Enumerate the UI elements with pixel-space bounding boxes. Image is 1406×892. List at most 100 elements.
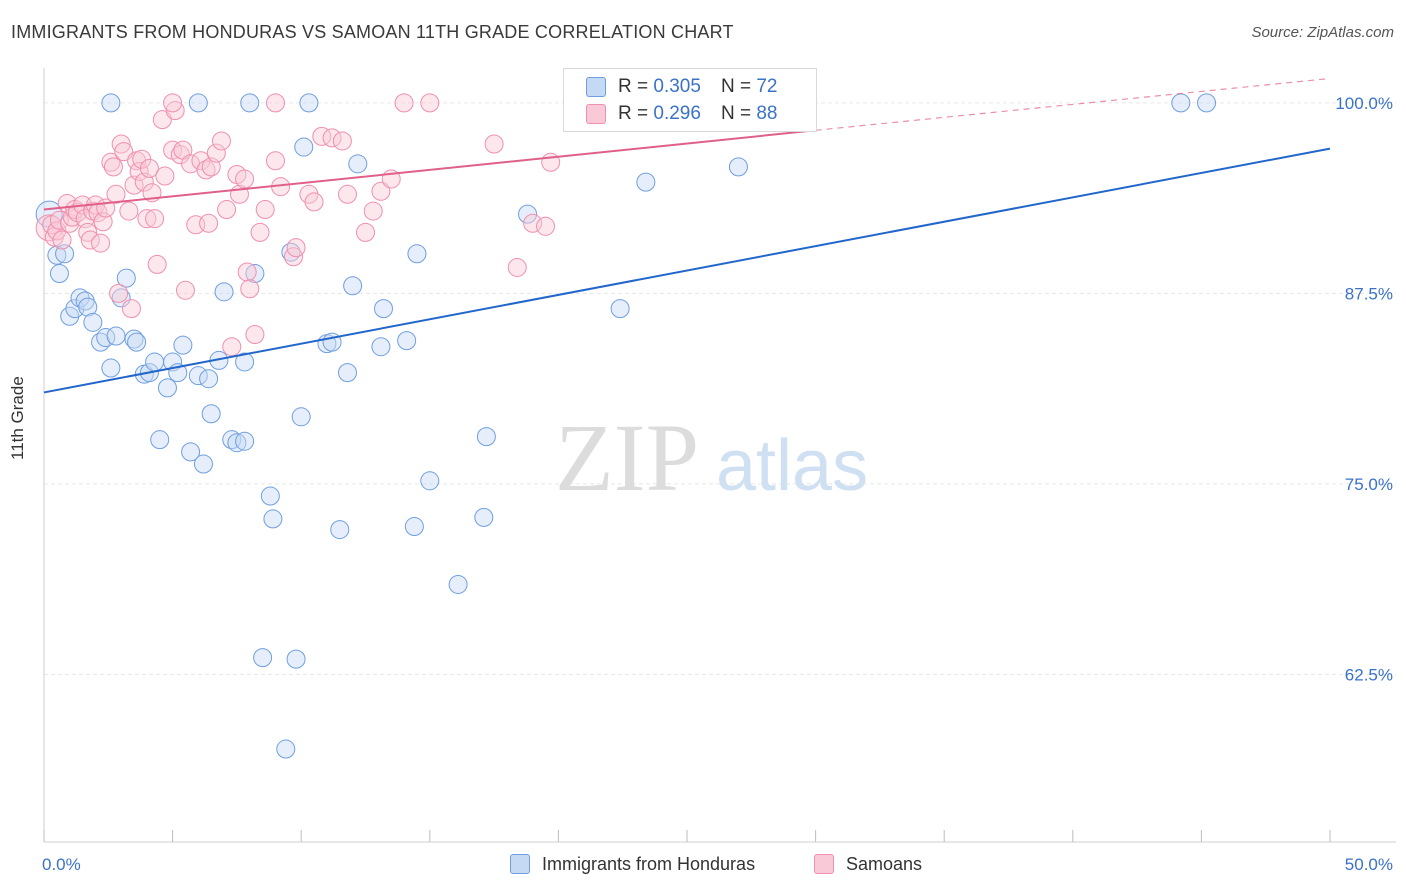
samoans-point	[322, 128, 342, 148]
legend-row-samoans: R = 0.296 N = 88	[586, 102, 777, 126]
samoans-point	[80, 230, 100, 250]
honduras-point	[337, 363, 357, 383]
samoans-point	[523, 213, 543, 233]
samoans-point	[91, 233, 111, 253]
honduras-swatch	[586, 77, 606, 97]
honduras-point	[235, 431, 255, 451]
honduras-point	[116, 268, 136, 288]
honduras-point	[101, 358, 121, 378]
source-label: Source: ZipAtlas.com	[1251, 24, 1394, 41]
honduras-point	[343, 276, 363, 296]
honduras-point	[188, 366, 208, 386]
honduras-point	[49, 264, 69, 284]
samoans-trend-extension	[815, 77, 1331, 131]
honduras-point	[78, 297, 98, 317]
watermark-atlas: atlas	[716, 426, 868, 506]
honduras-point	[728, 157, 748, 177]
x-tick-label-max: 50.0%	[1345, 855, 1393, 874]
honduras-point	[1197, 93, 1217, 113]
legend-row-honduras: R = 0.305 N = 72	[586, 75, 777, 99]
honduras-point	[157, 378, 177, 398]
samoans-swatch	[586, 104, 606, 124]
samoans-point	[49, 210, 69, 230]
honduras-point	[47, 245, 67, 265]
tick-labels: 62.5% 75.0% 87.5% 100.0% 0.0% 50.0%	[42, 94, 1393, 874]
honduras-point	[193, 454, 213, 474]
honduras-point	[201, 404, 221, 424]
honduras-point	[420, 471, 440, 491]
honduras-legend-label: Immigrants from Honduras	[542, 853, 756, 874]
legend-item-honduras: Immigrants from Honduras	[510, 852, 755, 876]
honduras-point	[106, 326, 126, 346]
y-tick-label: 87.5%	[1345, 284, 1393, 303]
samoans-point	[507, 257, 527, 277]
samoans-point	[536, 216, 556, 236]
samoans-point	[217, 200, 237, 220]
samoans-point	[129, 161, 149, 181]
samoans-point	[78, 222, 98, 242]
honduras-point	[145, 352, 165, 372]
samoans-r-value: 0.296	[653, 103, 701, 124]
samoans-point	[245, 325, 265, 345]
samoans-point	[137, 209, 157, 229]
honduras-point	[276, 739, 296, 759]
honduras-point	[83, 312, 103, 332]
honduras-point	[214, 282, 234, 302]
samoans-point	[191, 151, 211, 171]
honduras-point	[474, 507, 494, 527]
samoans-point	[199, 213, 219, 233]
n-label: N =	[720, 76, 752, 97]
samoans-point	[356, 222, 375, 242]
samoans-point	[121, 299, 141, 319]
samoans-point	[304, 192, 324, 212]
chart-title: IMMIGRANTS FROM HONDURAS VS SAMOAN 11TH …	[11, 22, 734, 42]
honduras-point	[330, 520, 350, 540]
samoans-point	[119, 201, 139, 221]
honduras-point	[397, 331, 417, 351]
samoans-point	[255, 200, 275, 220]
honduras-point	[235, 352, 255, 372]
y-tick-label: 75.0%	[1345, 475, 1393, 494]
y-tick-label: 62.5%	[1345, 665, 1393, 684]
series-honduras-points	[35, 93, 1217, 759]
honduras-point	[299, 93, 319, 113]
r-label: R =	[618, 76, 649, 97]
honduras-point	[124, 329, 144, 349]
samoans-point	[265, 151, 285, 171]
samoans-point	[240, 279, 260, 299]
samoans-point	[394, 93, 414, 113]
honduras-point	[96, 328, 116, 348]
samoans-point	[111, 134, 131, 154]
samoans-point	[106, 184, 126, 204]
samoans-point	[145, 209, 165, 229]
x-tick-label-min: 0.0%	[42, 855, 81, 874]
samoans-point	[237, 262, 257, 282]
samoans-point	[152, 110, 172, 130]
watermark: ZIP atlas	[555, 404, 868, 511]
honduras-point	[253, 648, 273, 668]
samoans-point	[163, 93, 183, 113]
series-samoans-points	[35, 93, 620, 357]
honduras-point	[448, 574, 468, 594]
samoans-trend-line	[43, 129, 816, 211]
honduras-point	[260, 486, 280, 506]
honduras-trend-line	[43, 147, 1331, 394]
axes	[43, 68, 1396, 843]
honduras-point	[404, 517, 424, 537]
honduras-point	[150, 430, 170, 450]
n-label: N =	[720, 103, 752, 124]
honduras-point	[294, 137, 314, 157]
samoans-point	[211, 131, 231, 151]
honduras-point	[263, 509, 283, 529]
correlation-legend: R = 0.305 N = 72 R = 0.296 N = 88	[563, 68, 817, 132]
samoans-point	[337, 184, 357, 204]
samoans-point	[286, 238, 306, 258]
samoans-n-value: 88	[756, 103, 778, 124]
legend-item-samoans: Samoans	[814, 852, 922, 876]
samoans-point	[222, 337, 242, 357]
samoans-point	[265, 93, 285, 113]
honduras-point	[127, 332, 147, 352]
samoans-legend-label: Samoans	[846, 853, 923, 874]
honduras-point	[181, 442, 201, 462]
